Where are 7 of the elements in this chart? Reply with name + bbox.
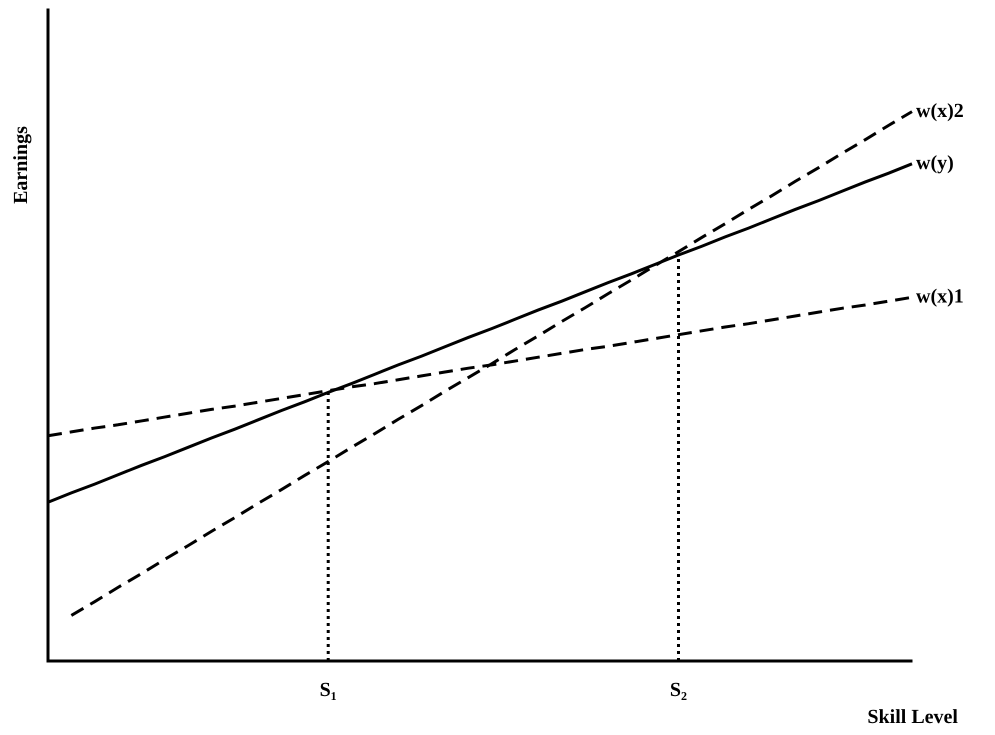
series-label: w(y)	[916, 152, 954, 174]
x-tick-label: S₂	[670, 679, 688, 702]
series-label: w(x)2	[916, 100, 964, 122]
y-axis-title: Earnings	[10, 126, 32, 204]
x-tick-label: S₁	[320, 679, 337, 702]
series-label: w(x)1	[916, 285, 964, 308]
x-axis-title: Skill Level	[867, 706, 958, 728]
